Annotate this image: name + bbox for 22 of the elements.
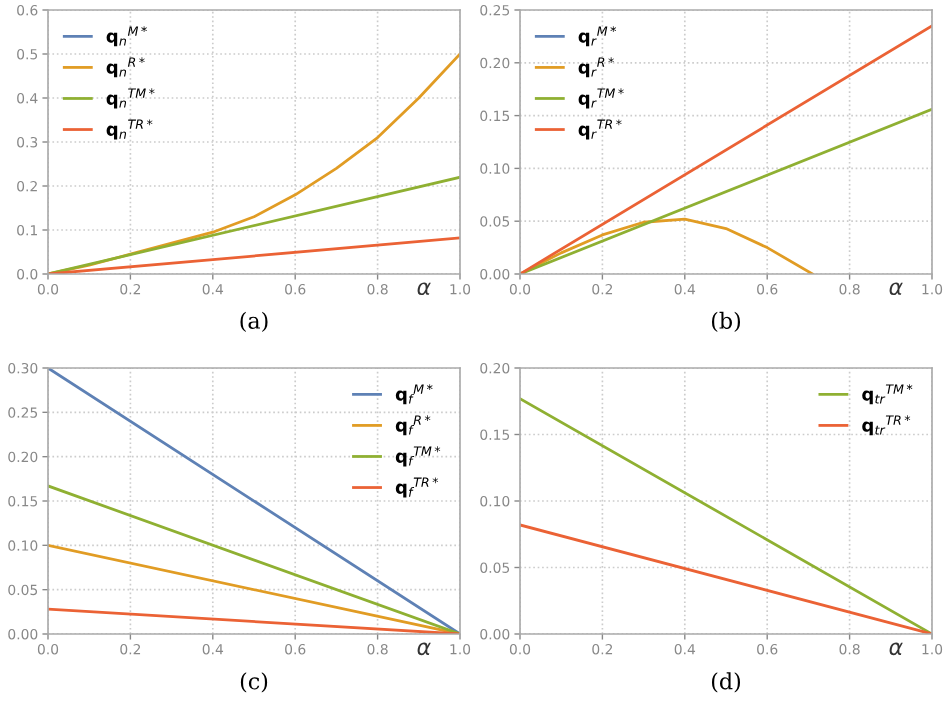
x-axis-title: α (889, 282, 903, 296)
legend-label: q$_{tr}$$^{TR*}$ (862, 415, 911, 436)
legend-label: q$_{r}$$^{R*}$ (578, 57, 614, 78)
legend-label: q$_{r}$$^{M*}$ (578, 26, 617, 47)
legend-label: q$_{n}$$^{TM*}$ (106, 88, 155, 109)
x-axis-title: α (417, 282, 431, 296)
legend-label: q$_{n}$$^{M*}$ (106, 26, 147, 47)
x-axis-title: α (417, 642, 431, 656)
text: (c) (240, 672, 268, 693)
legend-label: q$_{f}$$^{TR*}$ (395, 477, 439, 498)
legend-label: q$_{r}$$^{TR*}$ (578, 119, 622, 140)
text: (b) (711, 311, 741, 333)
legend-label: q$_{tr}$$^{TM*}$ (862, 384, 913, 405)
x-axis-title: α (889, 642, 903, 656)
text: (a) (240, 311, 268, 333)
legend-label: q$_{f}$$^{R*}$ (395, 415, 431, 436)
legend-label: q$_{f}$$^{TM*}$ (395, 446, 441, 467)
legend-label: q$_{n}$$^{R*}$ (106, 57, 145, 78)
text: (d) (711, 672, 741, 693)
legend-label: q$_{f}$$^{M*}$ (395, 384, 433, 405)
legend-label: q$_{r}$$^{TM*}$ (578, 88, 624, 109)
legend-label: q$_{n}$$^{TR*}$ (106, 119, 153, 140)
